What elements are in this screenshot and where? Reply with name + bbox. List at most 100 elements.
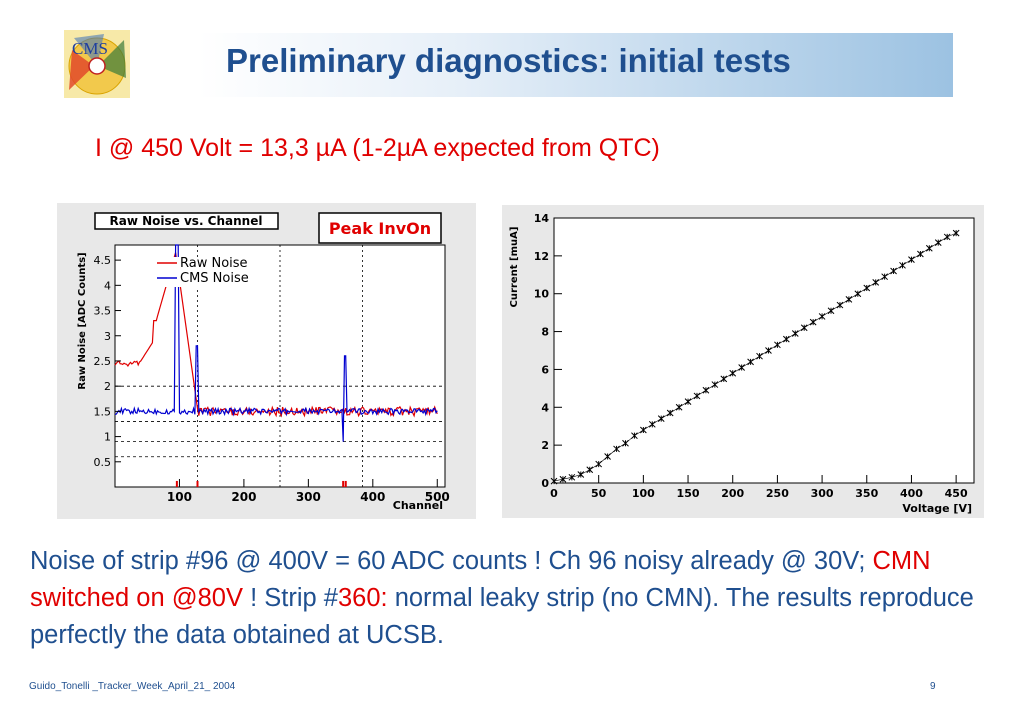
y-tick-label: 2.5 xyxy=(94,355,112,368)
chart1-series xyxy=(114,244,438,487)
iv-data-point xyxy=(622,439,629,447)
footer-author: Guido_Tonelli _Tracker_Week_April_21_ 20… xyxy=(29,681,236,692)
legend-raw-label: Raw Noise xyxy=(180,256,248,271)
y-tick-label: 4 xyxy=(541,401,549,414)
x-tick-label: 300 xyxy=(296,490,321,504)
y-tick-label: 2 xyxy=(541,439,549,452)
iv-data-point xyxy=(738,364,746,371)
iv-data-point xyxy=(720,375,728,383)
y-tick-label: 8 xyxy=(541,326,549,339)
chart1-x-ticks: 100 200 300 400 500 xyxy=(167,479,450,504)
y-tick-label: 1 xyxy=(104,431,111,444)
y-tick-label: 0.5 xyxy=(94,456,112,469)
iv-data-point xyxy=(666,409,674,417)
x-tick-label: 50 xyxy=(591,487,607,500)
x-tick-label: 150 xyxy=(677,487,700,500)
chart2-ylabel: Current [muA] xyxy=(509,227,520,308)
y-tick-label: 2 xyxy=(104,380,111,393)
iv-data-point xyxy=(657,415,665,422)
x-tick-label: 350 xyxy=(855,487,878,500)
chart1-xlabel: Channel xyxy=(393,499,443,512)
y-tick-label: 10 xyxy=(534,288,550,301)
x-tick-label: 100 xyxy=(632,487,655,500)
chart2-frame xyxy=(553,217,975,484)
x-tick-label: 200 xyxy=(721,487,744,500)
footer-page-number: 9 xyxy=(930,681,936,692)
y-tick-label: 1.5 xyxy=(94,405,112,418)
iv-data-point xyxy=(577,471,585,478)
iv-data-point xyxy=(863,284,871,292)
chart1-reference-lines xyxy=(115,245,445,487)
y-tick-label: 12 xyxy=(534,250,549,263)
y-tick-label: 4 xyxy=(104,279,111,292)
body-cmn-highlight: CMN switched on @80V xyxy=(30,547,931,612)
iv-data-point xyxy=(568,473,576,481)
iv-data-point xyxy=(550,477,558,485)
iv-data-point xyxy=(631,432,638,440)
y-tick-label: 3.5 xyxy=(94,305,112,318)
chart2-y-ticks: 0 2 4 6 8 10 12 14 xyxy=(534,212,562,490)
slide-subtitle: I @ 450 Volt = 13,3 µA (1-2µA expected f… xyxy=(95,134,660,162)
x-tick-label: 0 xyxy=(550,487,558,500)
iv-data-point xyxy=(791,330,799,337)
chart1-annotation-box xyxy=(318,212,442,244)
chart1-title: Raw Noise vs. Channel xyxy=(110,214,263,228)
iv-curve-line xyxy=(553,232,957,482)
iv-data-point xyxy=(702,386,710,394)
iv-data-point xyxy=(675,403,683,411)
iv-data-point xyxy=(640,426,647,434)
iv-data-point xyxy=(899,261,906,269)
x-tick-label: 400 xyxy=(360,490,385,504)
iv-data-point xyxy=(934,239,942,246)
iv-data-point xyxy=(648,420,656,428)
iv-data-point xyxy=(809,318,817,326)
series-cms-noise xyxy=(114,244,438,442)
x-tick-label: 250 xyxy=(766,487,789,500)
iv-data-point xyxy=(595,460,603,468)
y-tick-label: 4.5 xyxy=(94,254,112,267)
iv-data-point xyxy=(559,475,567,483)
iv-data-point xyxy=(827,307,835,315)
y-tick-label: 0 xyxy=(541,477,549,490)
iv-data-point xyxy=(693,392,701,400)
iv-data-point xyxy=(917,250,924,258)
iv-data-point xyxy=(943,233,951,241)
iv-data-point xyxy=(800,324,808,332)
iv-data-point xyxy=(729,369,737,377)
x-tick-label: 400 xyxy=(900,487,923,500)
iv-data-point xyxy=(774,341,781,349)
x-tick-label: 450 xyxy=(945,487,968,500)
y-tick-label: 3 xyxy=(104,330,111,343)
iv-data-point xyxy=(711,381,719,388)
x-tick-label: 500 xyxy=(425,490,450,504)
iv-data-point xyxy=(925,244,933,252)
iv-data-point xyxy=(845,296,853,303)
iv-data-point xyxy=(872,279,880,286)
iv-data-point xyxy=(782,335,790,343)
cms-logo: CMS xyxy=(64,30,130,98)
iv-data-point xyxy=(765,347,772,354)
body-strip-highlight: 360: xyxy=(337,584,388,612)
iv-data-point xyxy=(854,290,862,298)
y-tick-label: 6 xyxy=(541,363,549,376)
chart1-annotation: Peak InvOn xyxy=(329,219,431,238)
chart2-x-ticks: 0 50 100 150 200 250 300 350 400 450 xyxy=(550,475,968,500)
legend-cms-label: CMS Noise xyxy=(180,271,249,286)
iv-data-point xyxy=(604,453,611,460)
chart1-legend-box xyxy=(155,257,275,287)
iv-data-point xyxy=(747,358,754,366)
iv-data-point xyxy=(756,352,763,360)
body-text: Noise of strip #96 @ 400V = 60 ADC count… xyxy=(30,543,995,654)
iv-data-point xyxy=(908,256,915,263)
body-part-3: ! Strip # xyxy=(243,584,338,612)
iv-data-point xyxy=(881,273,888,281)
iv-data-point xyxy=(890,267,897,275)
iv-data-point xyxy=(613,445,620,453)
body-part-5: normal leaky strip (no CMN). The results… xyxy=(30,584,974,649)
iv-data-point xyxy=(586,466,594,474)
logo-text: CMS xyxy=(72,39,108,58)
iv-data-point xyxy=(684,398,692,405)
body-part-1: Noise of strip #96 @ 400V = 60 ADC count… xyxy=(30,547,873,575)
x-tick-label: 200 xyxy=(231,490,256,504)
iv-data-point xyxy=(952,229,960,237)
